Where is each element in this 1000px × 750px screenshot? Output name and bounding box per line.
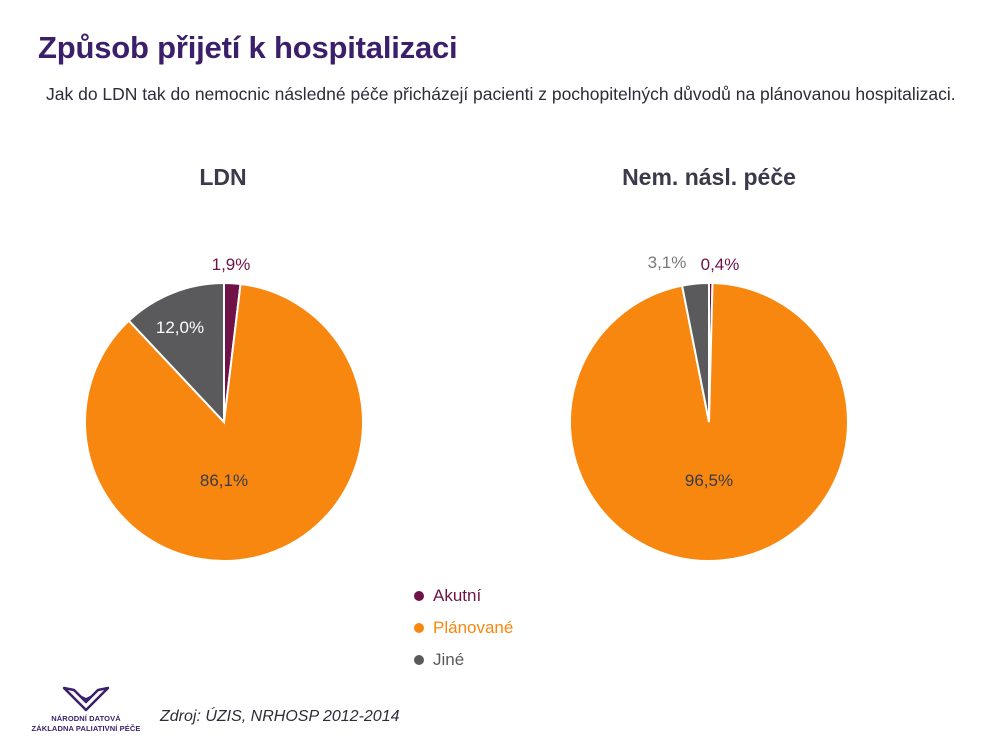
page-title: Způsob přijetí k hospitalizaci	[38, 30, 458, 65]
legend: Akutní Plánované Jiné	[414, 580, 513, 676]
data-label-nem-0: 0,4%	[701, 255, 740, 274]
pie-slice-ldn-2	[127, 281, 225, 425]
data-label-ldn-2: 12,0%	[156, 318, 204, 337]
legend-dot-icon	[414, 623, 424, 633]
chart-title-nem: Nem. násl. péče	[622, 164, 796, 190]
pie-slice-nem-2	[680, 281, 710, 423]
chart-title-ldn: LDN	[199, 164, 247, 190]
data-label-ldn-0: 1,9%	[212, 255, 251, 274]
legend-label: Jiné	[433, 650, 465, 669]
data-label-nem-2: 3,1%	[648, 253, 687, 272]
source-note: Zdroj: ÚZIS, NRHOSP 2012-2014	[160, 708, 400, 725]
legend-item-jine: Jiné	[414, 644, 513, 676]
legend-item-akutni: Akutní	[414, 580, 513, 612]
legend-dot-icon	[414, 591, 424, 601]
legend-dot-icon	[414, 655, 424, 665]
page-subtitle: Jak do LDN tak do nemocnic následné péče…	[46, 84, 956, 104]
data-label-ldn-1: 86,1%	[200, 471, 248, 490]
logo-text-line2: ZÁKLADNA PALIATIVNÍ PÉČE	[31, 724, 141, 733]
legend-label: Akutní	[433, 586, 482, 605]
data-label-nem-1: 96,5%	[685, 471, 733, 490]
legend-item-planovane: Plánované	[414, 612, 513, 644]
logo: NÁRODNÍ DATOVÁ ZÁKLADNA PALIATIVNÍ PÉČE	[28, 684, 144, 734]
wings-logo-icon	[62, 686, 110, 712]
logo-text-line1: NÁRODNÍ DATOVÁ	[51, 714, 121, 723]
legend-label: Plánované	[433, 618, 514, 637]
